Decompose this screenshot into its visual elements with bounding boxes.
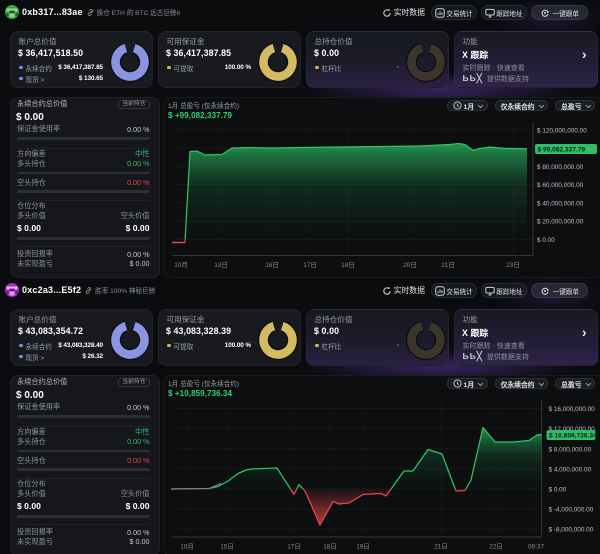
svg-text:10月: 10月	[174, 261, 188, 269]
svg-text:19日: 19日	[356, 543, 370, 551]
svg-text:$ 40,000,000.00: $ 40,000,000.00	[537, 200, 584, 207]
svg-text:17日: 17日	[287, 543, 301, 551]
svg-text:$ 4,000,000.00: $ 4,000,000.00	[549, 466, 592, 473]
svg-text:20日: 20日	[403, 261, 417, 269]
svg-text:$ -8,000,000.00: $ -8,000,000.00	[549, 527, 594, 534]
svg-text:$ 120,000,000.00: $ 120,000,000.00	[537, 127, 587, 134]
svg-text:13日: 13日	[214, 261, 228, 269]
svg-text:$ -4,000,000.00: $ -4,000,000.00	[549, 507, 594, 514]
svg-text:$ 0.00: $ 0.00	[549, 487, 567, 494]
svg-text:21日: 21日	[441, 261, 455, 269]
svg-text:21日: 21日	[434, 543, 448, 551]
svg-text:22日: 22日	[489, 543, 503, 551]
svg-text:17日: 17日	[303, 261, 317, 269]
svg-text:$ 99,082,337.79: $ 99,082,337.79	[538, 147, 586, 154]
svg-text:$ 12,000,000.00: $ 12,000,000.00	[549, 426, 596, 433]
svg-text:16日: 16日	[265, 261, 279, 269]
svg-text:$ 20,000,000.00: $ 20,000,000.00	[537, 219, 584, 226]
svg-text:$ 10,859,736.34: $ 10,859,736.34	[549, 433, 597, 440]
svg-text:$ 0.00: $ 0.00	[537, 237, 555, 244]
svg-text:09:37: 09:37	[528, 544, 544, 551]
svg-text:15日: 15日	[220, 543, 234, 551]
svg-text:$ 16,000,000.00: $ 16,000,000.00	[549, 406, 596, 413]
svg-text:$ 8,000,000.00: $ 8,000,000.00	[549, 446, 592, 453]
svg-text:18日: 18日	[341, 261, 355, 269]
svg-text:10月: 10月	[180, 543, 194, 551]
svg-text:$ 80,000,000.00: $ 80,000,000.00	[537, 164, 584, 171]
svg-text:$ 60,000,000.00: $ 60,000,000.00	[537, 182, 584, 189]
svg-text:18日: 18日	[323, 543, 337, 551]
svg-text:23日: 23日	[506, 261, 520, 269]
